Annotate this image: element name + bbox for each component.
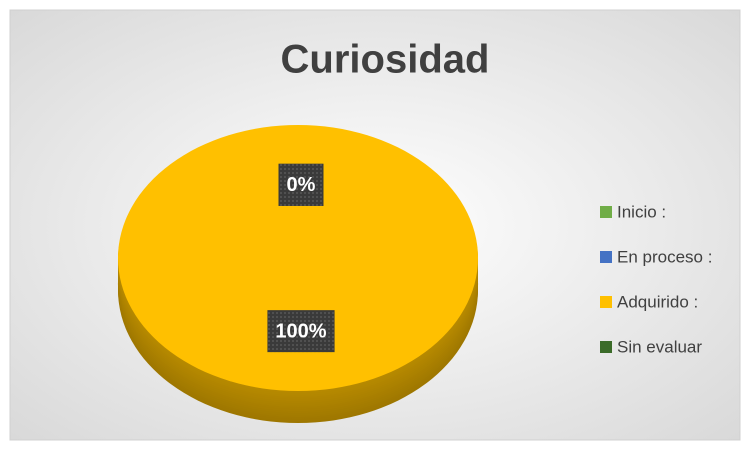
legend-label: Inicio :	[617, 202, 666, 221]
data-label: 0%	[278, 163, 324, 206]
legend-label: En proceso :	[617, 247, 712, 266]
legend-swatch	[600, 341, 612, 353]
legend-swatch	[600, 251, 612, 263]
data-label-box	[267, 310, 335, 353]
data-label-box	[278, 163, 324, 206]
chart-title: Curiosidad	[281, 38, 490, 82]
legend-swatch	[600, 206, 612, 218]
legend-swatch	[600, 296, 612, 308]
pie-slice	[118, 125, 478, 391]
data-label-text: 100%	[275, 320, 326, 342]
legend-label: Sin evaluar	[617, 337, 702, 356]
data-label-text: 0%	[287, 174, 316, 196]
data-label: 100%	[267, 310, 335, 353]
legend-label: Adquirido :	[617, 292, 698, 311]
